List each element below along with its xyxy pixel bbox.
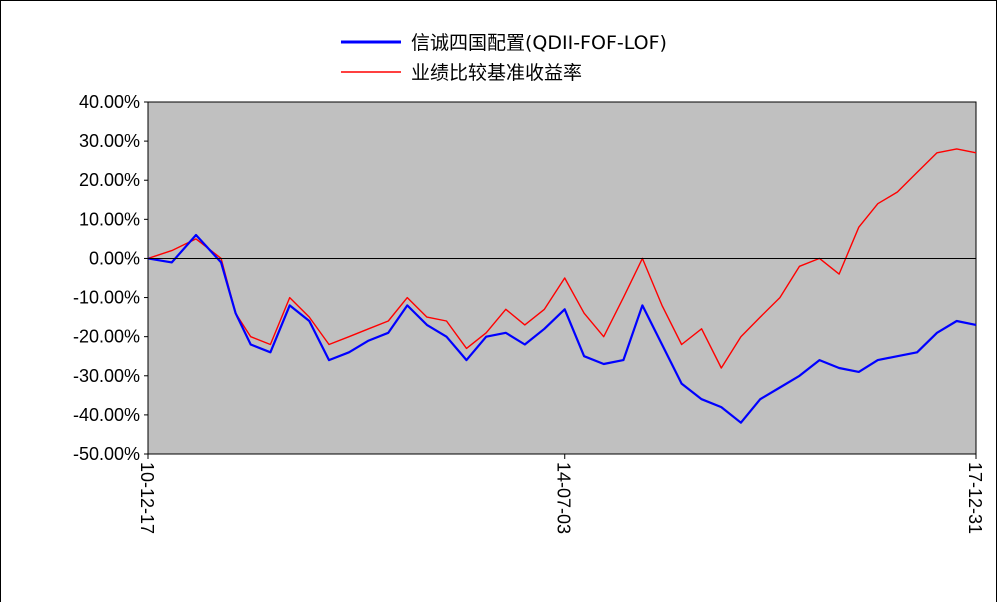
y-tick-label: 40.00% xyxy=(79,92,140,112)
y-tick-label: 10.00% xyxy=(79,209,140,229)
y-tick-label: 30.00% xyxy=(79,131,140,151)
x-tick-label: 10-12-17 xyxy=(137,462,157,534)
y-tick-label: -40.00% xyxy=(73,405,140,425)
x-tick-label: 17-12-31 xyxy=(965,462,985,534)
legend-label-fund: 信诚四国配置(QDII-FOF-LOF) xyxy=(411,32,667,54)
y-tick-label: -50.00% xyxy=(73,444,140,464)
x-axis: 10-12-17 14-07-03 17-12-31 xyxy=(137,454,985,534)
fund-series-line xyxy=(147,233,977,424)
x-tick-label: 14-07-03 xyxy=(554,462,574,534)
y-tick-label: 0.00% xyxy=(89,248,140,268)
y-tick-label: -10.00% xyxy=(73,288,140,308)
plot-area xyxy=(147,101,977,455)
y-tick-label: 20.00% xyxy=(79,170,140,190)
series-layer xyxy=(147,148,977,424)
y-tick-label: -20.00% xyxy=(73,327,140,347)
benchmark-series-line xyxy=(147,148,977,369)
y-axis: 40.00% 30.00% 20.00% 10.00% 0.00% -10.00% -20.… xyxy=(73,92,148,464)
legend: 信诚四国配置(QDII-FOF-LOF) 业绩比较基准收益率 xyxy=(341,32,667,84)
legend-label-benchmark: 业绩比较基准收益率 xyxy=(411,62,582,84)
y-tick-label: -30.00% xyxy=(73,366,140,386)
